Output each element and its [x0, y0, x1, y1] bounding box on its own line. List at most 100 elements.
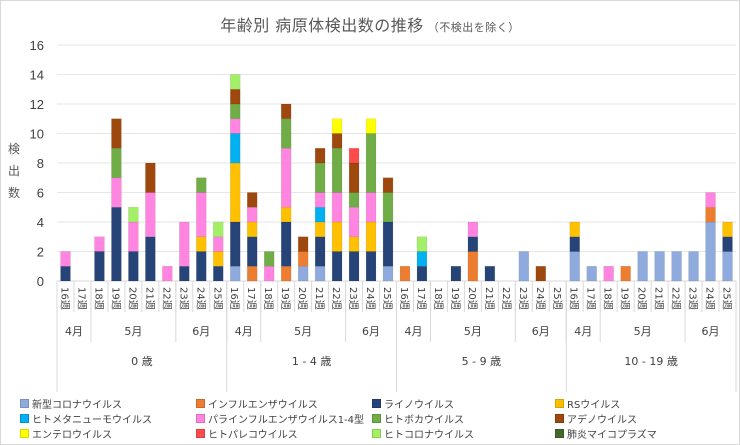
legend-item: ヒトメタニューモウイルス	[20, 411, 196, 426]
legend-item: インフルエンザウイルス	[196, 396, 372, 411]
y-tick-label: 4	[37, 215, 44, 230]
bar-segment	[331, 147, 343, 193]
week-label: 17週	[245, 287, 257, 310]
week-label: 21週	[653, 287, 665, 310]
month-label: 4月	[235, 325, 253, 338]
bar-segment	[586, 265, 597, 282]
bar-segment	[111, 206, 122, 282]
bar-segment	[331, 133, 343, 149]
legend-swatch-icon	[372, 398, 381, 408]
bar-segment	[263, 251, 275, 267]
bar-segment	[179, 221, 190, 267]
bar-segment	[416, 236, 428, 252]
bar-segment	[128, 251, 139, 282]
legend-item: エンテロウイルス	[20, 426, 196, 441]
week-label: 24週	[194, 287, 206, 310]
bar-segment	[145, 162, 156, 193]
bar-segment	[382, 221, 394, 267]
bar-segment	[111, 177, 122, 208]
bar-segment	[314, 147, 326, 164]
legend-item: ヒトボカウイルス	[372, 411, 555, 426]
bar-segment	[145, 192, 156, 238]
bar-segment	[162, 265, 173, 282]
week-label: 21週	[313, 287, 325, 310]
legend-swatch-icon	[196, 428, 205, 438]
legend-label: ヒトコロナウイルス	[384, 429, 474, 441]
bar-segment	[467, 236, 479, 252]
bar-segment	[196, 177, 207, 193]
age-group-label: 5 - 9 歳	[462, 355, 501, 368]
bar-segment	[246, 221, 258, 238]
bar-segment	[331, 251, 343, 282]
chart-plot: 0 2 4 6 8 10 12 14 16 16週 17週 18週 19週 20週 21週 22週 23週 24週…	[30, 38, 737, 392]
legend-item: RSウイルス	[555, 396, 731, 411]
week-label: 25週	[381, 287, 393, 310]
bar-segment	[230, 118, 241, 134]
bar-segment	[196, 251, 207, 282]
bar-segment	[569, 221, 580, 238]
bar-segment	[348, 236, 360, 252]
bar-segment	[382, 177, 394, 193]
bar-segment	[382, 192, 394, 223]
bar-segment	[722, 251, 733, 282]
bar-segment	[94, 236, 105, 252]
week-label: 18週	[92, 287, 104, 310]
bar-segment	[314, 236, 326, 267]
month-label: 5月	[634, 325, 652, 338]
week-label: 20週	[126, 287, 138, 310]
bar-segment	[297, 251, 309, 267]
legend-label: 新型コロナウイルス	[32, 399, 122, 411]
week-label: 25週	[211, 287, 223, 310]
week-label: 23週	[687, 287, 699, 310]
bar-segment	[331, 221, 343, 252]
month-label: 4月	[65, 325, 83, 338]
legend-item: ライノウイルス	[372, 396, 555, 411]
week-label: 24週	[364, 287, 376, 310]
legend-swatch-icon	[372, 428, 381, 438]
bar-segment	[297, 265, 309, 282]
bar-segment	[365, 118, 377, 134]
week-label: 23週	[177, 287, 189, 310]
y-tick-label: 10	[30, 127, 44, 142]
legend-swatch-icon	[555, 413, 564, 423]
legend-label: ヒトパレコウイルス	[208, 429, 298, 441]
week-label: 22週	[330, 287, 342, 310]
bar-segment	[603, 265, 614, 282]
bar-segment	[467, 251, 479, 282]
week-label: 25週	[721, 287, 733, 310]
month-label: 5月	[124, 325, 142, 338]
bar-segment	[705, 206, 716, 223]
bar-segment	[230, 221, 241, 267]
legend-label: インフルエンザウイルス	[208, 399, 318, 411]
legend-label: 肺炎マイコプラズマ	[567, 429, 657, 441]
y-axis-label-char: 検	[8, 142, 21, 156]
bar-segment	[484, 265, 496, 282]
bar-segment	[230, 88, 241, 105]
bar-segment	[213, 265, 224, 282]
week-label: 17週	[585, 287, 597, 310]
week-label: 16週	[228, 287, 240, 310]
week-label: 22週	[670, 287, 682, 310]
week-label: 21週	[143, 287, 155, 310]
y-tick-label: 16	[30, 38, 44, 53]
legend-swatch-icon	[196, 398, 205, 408]
bar-segment	[620, 265, 631, 282]
bar-segment	[637, 251, 648, 282]
chart-legend: 新型コロナウイルス インフルエンザウイルス ライノウイルス RSウイルスヒトメタニュー…	[20, 396, 740, 441]
bar-segment	[467, 221, 479, 238]
week-label: 17週	[415, 287, 427, 310]
bar-segment	[230, 265, 241, 282]
age-group-label: 0 歳	[131, 355, 153, 368]
bar-segment	[280, 265, 292, 282]
month-label: 6月	[532, 325, 550, 338]
month-label: 4月	[574, 325, 592, 338]
bar-segment	[722, 221, 733, 238]
week-label: 19週	[279, 287, 291, 310]
y-tick-label: 8	[37, 156, 44, 171]
bar-segment	[348, 147, 360, 164]
bar-segment	[331, 192, 343, 223]
bar-segment	[213, 221, 224, 238]
bar-segment	[246, 192, 258, 208]
week-label: 21週	[483, 287, 495, 310]
bar-segment	[297, 236, 309, 252]
